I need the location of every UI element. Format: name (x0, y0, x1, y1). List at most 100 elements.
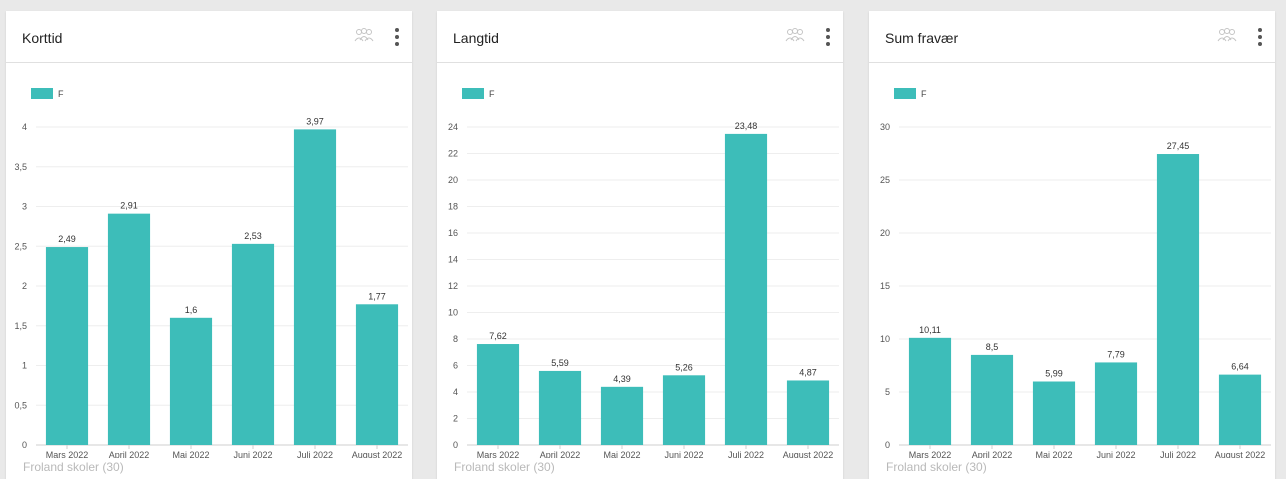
card-title: Korttid (22, 30, 63, 46)
y-tick-label: 2 (453, 414, 458, 424)
y-tick-label: 20 (448, 175, 458, 185)
legend-swatch (31, 88, 53, 99)
bar (1218, 374, 1262, 445)
y-tick-label: 4 (453, 387, 458, 397)
y-tick-label: 12 (448, 281, 458, 291)
y-tick-label: 0 (453, 440, 458, 450)
legend-label: F (489, 89, 495, 99)
bar-value-label: 4,87 (799, 367, 817, 377)
legend-label: F (921, 89, 927, 99)
bar (908, 337, 952, 445)
more-vert-icon[interactable] (392, 26, 402, 48)
y-tick-label: 30 (880, 122, 890, 132)
bar-value-label: 6,64 (1231, 362, 1249, 372)
group-icon[interactable] (1216, 27, 1238, 45)
y-tick-label: 16 (448, 228, 458, 238)
x-tick-label: August 2022 (1215, 450, 1266, 458)
card-header: Korttid (6, 11, 412, 63)
bar-value-label: 27,45 (1167, 141, 1190, 151)
group-icon[interactable] (353, 27, 375, 45)
legend-label: F (58, 89, 64, 99)
legend-swatch (462, 88, 484, 99)
y-tick-label: 2 (22, 281, 27, 291)
x-tick-label: Mars 2022 (477, 450, 520, 458)
y-tick-label: 10 (880, 334, 890, 344)
x-tick-label: Juni 2022 (233, 450, 272, 458)
chart-footer: Froland skoler (30) (454, 460, 555, 474)
y-tick-label: 10 (448, 308, 458, 318)
x-tick-label: Juni 2022 (664, 450, 703, 458)
legend-swatch (894, 88, 916, 99)
bar-value-label: 5,59 (551, 358, 569, 368)
bar-value-label: 4,39 (613, 374, 631, 384)
chart-footer: Froland skoler (30) (23, 460, 124, 474)
bar-value-label: 7,79 (1107, 349, 1125, 359)
bar-value-label: 2,53 (244, 231, 262, 241)
card-header: Langtid (437, 11, 843, 63)
card-title: Sum fravær (885, 30, 959, 46)
bar (231, 243, 275, 445)
y-tick-label: 1,5 (14, 321, 27, 331)
y-tick-label: 8 (453, 334, 458, 344)
bar (293, 129, 337, 445)
y-tick-label: 5 (885, 387, 890, 397)
y-tick-label: 6 (453, 361, 458, 371)
bar-value-label: 1,77 (368, 291, 386, 301)
bar-value-label: 5,26 (675, 362, 693, 372)
more-vert-icon[interactable] (1255, 26, 1265, 48)
bar (662, 375, 706, 445)
chart-card-langtid: Langtid F 0 2 4 6 8 10 12 14 16 18 20 22 24 7,62 Mars 2… (437, 11, 843, 479)
bar (1156, 154, 1200, 445)
bar (107, 213, 151, 445)
x-tick-label: Juni 2022 (1096, 450, 1135, 458)
bar-value-label: 2,91 (120, 201, 138, 211)
bar (1094, 362, 1138, 445)
bar (355, 304, 399, 445)
x-tick-label: Mars 2022 (909, 450, 952, 458)
group-icon[interactable] (784, 27, 806, 45)
bar (970, 354, 1014, 445)
bar-value-label: 2,49 (58, 234, 76, 244)
x-tick-label: Juli 2022 (1160, 450, 1196, 458)
bar-value-label: 5,99 (1045, 369, 1063, 379)
y-tick-label: 14 (448, 255, 458, 265)
bar-value-label: 23,48 (735, 121, 758, 131)
x-tick-label: April 2022 (972, 450, 1013, 458)
y-tick-label: 1 (22, 361, 27, 371)
bar (724, 133, 768, 445)
y-tick-label: 15 (880, 281, 890, 291)
y-tick-label: 2,5 (14, 241, 27, 251)
bar-value-label: 8,5 (986, 342, 999, 352)
y-tick-label: 0 (885, 440, 890, 450)
card-title: Langtid (453, 30, 499, 46)
x-tick-label: August 2022 (352, 450, 403, 458)
y-tick-label: 20 (880, 228, 890, 238)
y-tick-label: 3,5 (14, 162, 27, 172)
bar (169, 317, 213, 445)
chart-card-sum-fravaer: Sum fravær F 0 5 10 15 20 25 30 10,11 Mars 2022 8,… (869, 11, 1275, 479)
bar (786, 380, 830, 445)
y-tick-label: 4 (22, 122, 27, 132)
bar (45, 247, 89, 445)
bar (600, 386, 644, 445)
x-tick-label: Mai 2022 (1035, 450, 1072, 458)
chart-card-korttid: Korttid F 0 0,5 1 1,5 2 2,5 3 3,5 4 2,49 Mars 2022 2… (6, 11, 412, 479)
x-tick-label: Juli 2022 (297, 450, 333, 458)
x-tick-label: Mai 2022 (603, 450, 640, 458)
bar-value-label: 3,97 (306, 116, 324, 126)
bar-value-label: 1,6 (185, 305, 198, 315)
y-tick-label: 22 (448, 149, 458, 159)
bar-chart: F 0 5 10 15 20 25 30 10,11 Mars 2022 8,5 April 2022… (880, 88, 1271, 458)
bar-value-label: 7,62 (489, 331, 507, 341)
more-vert-icon[interactable] (823, 26, 833, 48)
y-tick-label: 24 (448, 122, 458, 132)
bar (538, 370, 582, 445)
bar-value-label: 10,11 (919, 325, 941, 335)
bar (1032, 381, 1076, 445)
card-header: Sum fravær (869, 11, 1275, 63)
y-tick-label: 18 (448, 202, 458, 212)
y-tick-label: 3 (22, 202, 27, 212)
y-tick-label: 25 (880, 175, 890, 185)
